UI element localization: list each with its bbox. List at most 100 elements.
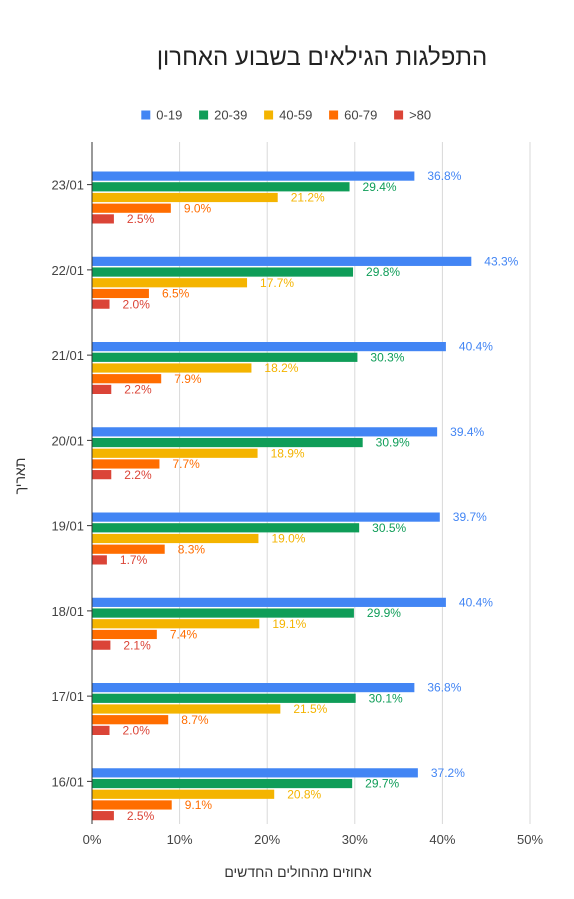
bar	[92, 384, 112, 394]
gridlines	[179, 142, 531, 824]
bar	[92, 715, 169, 725]
data-label: 29.8%	[366, 265, 400, 279]
bar	[92, 352, 358, 362]
y-tick-label: 23/01	[51, 178, 84, 193]
data-label: 40.4%	[459, 595, 493, 609]
data-label: 21.5%	[293, 702, 327, 716]
legend-label: 20-39	[214, 108, 247, 123]
bar	[92, 683, 415, 693]
data-label: 6.5%	[162, 287, 190, 301]
data-label: 2.0%	[123, 724, 151, 738]
data-label: 20.8%	[287, 787, 321, 801]
bar	[92, 597, 446, 607]
bar	[92, 533, 259, 544]
y-tick-label: 20/01	[51, 433, 84, 448]
data-label: 29.7%	[365, 777, 399, 791]
bar	[92, 256, 472, 266]
bar	[92, 629, 157, 640]
data-label: 9.0%	[184, 201, 212, 215]
data-label: 30.9%	[376, 436, 410, 450]
bar	[92, 448, 258, 458]
data-label: 2.5%	[127, 809, 155, 823]
x-axis-ticks: 0% 10% 20% 30% 40% 50%	[83, 832, 544, 847]
bar	[92, 267, 354, 277]
data-label: 19.0%	[271, 532, 305, 546]
data-label: 17.7%	[260, 276, 294, 290]
legend-swatch	[394, 110, 404, 120]
data-label: 39.4%	[450, 425, 484, 439]
bar	[92, 608, 354, 618]
data-label: 36.8%	[427, 681, 461, 695]
data-label: 18.9%	[271, 446, 305, 460]
bar	[92, 704, 281, 714]
x-tick-label: 0%	[83, 832, 102, 847]
bar	[92, 374, 162, 384]
y-tick-label: 17/01	[51, 689, 84, 704]
legend-label: 0-19	[156, 108, 182, 123]
data-label: 29.4%	[363, 180, 397, 194]
bar	[92, 363, 252, 373]
bar	[92, 811, 114, 821]
x-axis-title: אחוזים מהחולים החדשים	[224, 864, 372, 880]
data-labels: 36.8% 29.4% 21.2% 9.0% 2.5% 43.3% 29.8% 17.7% 6.…	[120, 169, 519, 823]
bar	[92, 214, 114, 224]
bar	[92, 725, 110, 735]
bar	[92, 619, 260, 629]
data-label: 21.2%	[291, 191, 325, 205]
data-label: 19.1%	[272, 617, 306, 631]
legend-swatch	[141, 110, 151, 120]
bar	[92, 789, 275, 799]
data-label: 8.3%	[178, 542, 206, 556]
data-label: 2.2%	[124, 383, 152, 397]
bar	[92, 512, 440, 522]
legend-label: 60-79	[344, 108, 377, 123]
bar	[92, 171, 415, 181]
data-label: 37.2%	[431, 766, 465, 780]
x-tick-label: 10%	[167, 832, 193, 847]
bar	[92, 459, 160, 469]
y-tick-label: 18/01	[51, 604, 84, 619]
data-label: 2.0%	[123, 297, 151, 311]
bar	[92, 523, 360, 533]
y-tick-label: 19/01	[51, 519, 84, 534]
chart-title: התפלגות הגילאים בשבוע האחרון	[157, 44, 487, 71]
bars	[92, 171, 472, 821]
legend-swatch	[329, 110, 339, 120]
data-label: 30.5%	[372, 521, 406, 535]
legend-label: >80	[409, 108, 431, 123]
bar	[92, 800, 172, 810]
legend-label: 40-59	[279, 108, 312, 123]
bar	[92, 544, 165, 554]
bar	[92, 203, 171, 213]
data-label: 2.2%	[124, 468, 152, 482]
bar	[92, 778, 353, 789]
bar	[92, 555, 107, 565]
x-tick-label: 50%	[517, 832, 543, 847]
data-label: 9.1%	[185, 798, 213, 812]
data-label: 8.7%	[181, 713, 209, 727]
data-label: 2.1%	[123, 638, 151, 652]
data-label: 7.9%	[174, 372, 202, 386]
data-label: 30.1%	[369, 691, 403, 705]
legend-swatch	[199, 110, 209, 120]
bar	[92, 278, 248, 288]
bar	[92, 192, 278, 203]
data-label: 36.8%	[427, 169, 461, 183]
y-axis-title: תאריך	[12, 458, 28, 495]
bar	[92, 342, 446, 352]
data-label: 7.4%	[170, 628, 198, 642]
bar	[92, 470, 112, 480]
x-tick-label: 30%	[342, 832, 368, 847]
data-label: 1.7%	[120, 553, 148, 567]
bar	[92, 182, 350, 192]
bar	[92, 299, 110, 309]
bar	[92, 693, 356, 703]
legend: 0-19 20-39 40-59 60-79 >80	[141, 108, 431, 123]
data-label: 2.5%	[127, 212, 155, 226]
data-label: 29.9%	[367, 606, 401, 620]
bar	[92, 640, 111, 650]
y-tick-label: 21/01	[51, 348, 84, 363]
data-label: 18.2%	[264, 361, 298, 375]
y-axis-ticks: 23/01 22/01 21/01 20/01 19/01 18/01 17/01 16/01	[51, 178, 92, 789]
